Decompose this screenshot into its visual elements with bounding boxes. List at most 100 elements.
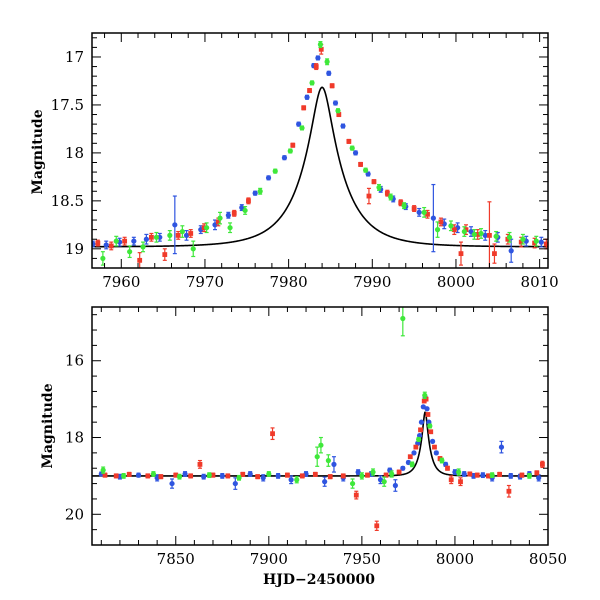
top-series-1-point-32 [487, 201, 492, 268]
data-marker [325, 457, 331, 464]
data-marker [294, 477, 300, 483]
data-marker [456, 469, 462, 475]
data-marker [486, 473, 491, 479]
data-marker [452, 469, 458, 475]
bottom-series-1-point-9 [225, 473, 231, 479]
top-model-curve [92, 86, 548, 248]
bottom-series-1-point-32 [445, 465, 450, 471]
top-series-2-point-19 [335, 108, 341, 114]
data-marker [247, 471, 253, 477]
bottom-series-1-point-1 [113, 473, 119, 479]
bottom-y-tick-label: 16 [65, 352, 84, 370]
bottom-series-0-point-9 [247, 471, 253, 477]
data-marker [451, 227, 457, 233]
data-marker [508, 248, 514, 254]
data-marker [179, 228, 185, 235]
data-marker [421, 209, 427, 215]
data-marker [365, 472, 370, 478]
bottom-series-1-point-28 [425, 412, 431, 417]
bottom-series-0-point-13 [303, 471, 309, 477]
top-series-0-point-6 [172, 195, 178, 255]
top-series-2-point-30 [478, 228, 484, 239]
bottom-series-2-point-1 [121, 473, 127, 479]
bottom-series-2-point-14 [381, 476, 387, 487]
bottom-series-0-point-15 [331, 456, 337, 473]
data-marker [304, 94, 310, 100]
bottom-series-1-point-18 [353, 490, 359, 500]
top-series-2-point-2 [127, 245, 133, 259]
top-x-tick-label: 8000 [437, 273, 475, 291]
data-marker [519, 472, 525, 478]
top-series-2-point-13 [272, 168, 278, 174]
data-marker [219, 473, 225, 479]
bottom-series-0-point-4 [169, 478, 175, 489]
top-series-2-point-12 [257, 187, 263, 195]
data-marker [401, 203, 407, 209]
data-marker [322, 479, 328, 485]
data-marker [374, 523, 380, 529]
data-marker [204, 225, 210, 231]
top-series-1-point-15 [313, 63, 319, 71]
data-marker [411, 206, 417, 211]
data-marker [102, 472, 108, 478]
top-series-1-point-11 [246, 197, 251, 205]
top-series-0-point-23 [365, 171, 371, 177]
data-marker [162, 252, 168, 257]
data-marker [392, 482, 398, 489]
data-marker [225, 212, 231, 218]
top-series-0-point-27 [416, 207, 422, 217]
bottom-series-1-point-7 [197, 459, 203, 469]
top-series-2-point-34 [533, 235, 539, 247]
data-marker [498, 444, 505, 450]
data-marker [131, 238, 137, 244]
top-x-tick-label: 8010 [521, 273, 559, 291]
bottom-x-tick-label: 7950 [343, 550, 381, 568]
data-marker [340, 123, 346, 129]
data-marker [458, 251, 464, 257]
data-marker [475, 232, 481, 237]
data-marker [227, 225, 233, 231]
data-marker [425, 412, 431, 417]
bottom-series-1-point-15 [312, 471, 318, 477]
data-marker [433, 450, 439, 456]
top-series-0-point-0 [92, 240, 96, 248]
bottom-series-0-point-12 [288, 475, 294, 485]
bottom-series-2-point-10 [325, 454, 331, 467]
top-series-1-point-5 [162, 248, 168, 261]
data-marker [359, 473, 365, 479]
bottom-y-tick-label: 18 [65, 429, 84, 447]
top-series-0-point-36 [538, 236, 544, 248]
data-marker [335, 108, 341, 114]
data-marker [318, 442, 324, 448]
top-series-2-point-17 [317, 41, 324, 48]
top-series-2-point-33 [520, 233, 526, 245]
top-series-2-point-11 [242, 206, 248, 215]
bottom-series-0-point-23 [405, 459, 412, 466]
data-marker [376, 184, 382, 191]
data-marker [173, 472, 179, 478]
data-marker [430, 215, 436, 221]
bottom-y-tick-label: 20 [65, 505, 84, 523]
bottom-series-1-point-14 [299, 473, 305, 479]
top-series-1-point-17 [329, 83, 335, 89]
data-marker [349, 145, 355, 151]
data-marker [285, 472, 290, 478]
data-marker [461, 471, 467, 477]
top-series-1-point-14 [307, 88, 312, 94]
data-marker [197, 461, 203, 467]
top-series-0-point-14 [281, 155, 288, 161]
bottom-series-1-point-33 [448, 475, 454, 485]
top-series-2-point-26 [434, 221, 441, 238]
top-series-0-point-15 [296, 121, 302, 127]
data-marker [314, 454, 320, 460]
x-axis-label: HJD−2450000 [263, 572, 375, 588]
data-marker [318, 46, 324, 52]
bottom-series-0-point-14 [322, 476, 328, 487]
data-marker [389, 471, 395, 477]
top-series-0-point-32 [482, 229, 488, 241]
data-marker [143, 236, 149, 242]
data-marker [349, 480, 356, 487]
data-marker [309, 80, 315, 86]
data-marker [252, 190, 258, 196]
bottom-series-0-point-36 [461, 471, 467, 477]
